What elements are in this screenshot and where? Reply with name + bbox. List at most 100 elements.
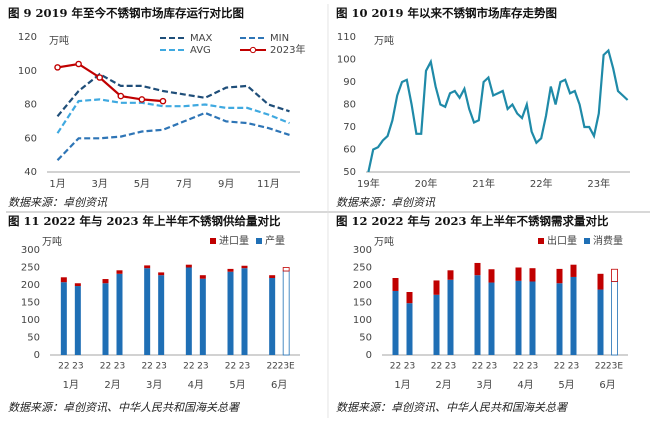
bar <box>556 283 563 355</box>
y-tick-label: 150 <box>21 298 40 309</box>
bar <box>227 268 234 272</box>
x-tick-label: 19年 <box>357 177 380 190</box>
series-line <box>56 98 290 134</box>
group-label: 6月 <box>599 379 615 391</box>
y-tick-label: 0 <box>34 350 40 361</box>
y-tick-label: 60 <box>24 133 37 144</box>
y-tick-label: 300 <box>353 245 372 256</box>
legend-label: 2023年 <box>270 43 305 56</box>
point <box>159 97 167 105</box>
bar <box>392 278 399 291</box>
legend-label: MAX <box>190 33 212 44</box>
series-line <box>56 111 290 161</box>
x-tick-label: 20年 <box>415 177 438 190</box>
chart-title: 图 9 2019 年至今不锈钢市场库存运行对比图 <box>8 6 244 20</box>
x-tick-label: 23 <box>486 362 497 372</box>
group-label: 3月 <box>146 379 162 391</box>
bar <box>433 294 440 355</box>
bar <box>185 264 192 268</box>
x-tick-label: 23E <box>278 362 295 372</box>
x-tick-label: 23 <box>445 362 456 372</box>
bar <box>282 267 290 272</box>
bar <box>597 273 604 290</box>
bar <box>556 268 563 284</box>
series-line <box>56 72 290 118</box>
x-tick-label: 22 <box>183 362 194 372</box>
x-tick-label: 23 <box>197 362 208 372</box>
x-tick-label: 23 <box>114 362 125 372</box>
source: 数据来源：卓创资讯 <box>336 196 436 209</box>
x-tick-label: 22 <box>266 362 277 372</box>
bar <box>116 273 123 355</box>
y-tick-label: 50 <box>343 167 356 178</box>
bar <box>474 262 481 276</box>
chart-title: 图 11 2022 年与 2023 年上半年不锈钢供给量对比 <box>8 214 281 228</box>
group-label: 4月 <box>517 379 533 391</box>
bar <box>611 281 618 356</box>
y-tick-label: 80 <box>24 100 37 111</box>
x-tick-label: 9月 <box>218 178 234 190</box>
y-tick-label: 110 <box>337 32 356 43</box>
legend-swatch <box>210 238 216 244</box>
y-tick-label: 70 <box>343 122 356 133</box>
point <box>117 92 125 100</box>
legend-label: MIN <box>270 33 289 44</box>
y-unit: 万吨 <box>49 34 69 47</box>
source: 数据来源：卓创资讯 <box>8 196 108 209</box>
x-tick-label: 23 <box>527 362 538 372</box>
bar <box>570 276 577 355</box>
y-tick-label: 100 <box>21 315 40 326</box>
bar <box>199 278 206 355</box>
group-label: 3月 <box>476 379 492 391</box>
y-tick-label: 120 <box>18 32 37 43</box>
y-tick-label: 60 <box>343 145 356 156</box>
group-label: 2月 <box>435 379 451 391</box>
bar <box>392 290 399 355</box>
bar <box>60 277 67 283</box>
bar <box>74 286 81 355</box>
y-tick-label: 250 <box>21 263 40 274</box>
y-tick-label: 100 <box>353 315 372 326</box>
bar <box>406 303 413 355</box>
x-tick-label: 3月 <box>92 178 108 190</box>
point <box>54 64 61 71</box>
legend-marker <box>249 46 257 54</box>
bar <box>116 270 123 274</box>
y-unit: 万吨 <box>42 235 62 248</box>
x-tick-label: 23年 <box>587 177 610 190</box>
legend-label: 产量 <box>265 234 285 247</box>
x-tick-label: 7月 <box>176 178 192 190</box>
bar <box>474 275 481 355</box>
y-tick-label: 50 <box>27 333 40 344</box>
x-tick-label: 22 <box>141 362 152 372</box>
point <box>138 96 146 103</box>
bar <box>611 268 618 282</box>
bar <box>406 292 413 304</box>
bar <box>529 268 536 282</box>
x-tick-label: 11月 <box>257 178 280 190</box>
x-tick-label: 22 <box>58 362 69 372</box>
bar <box>241 268 248 355</box>
y-unit: 万吨 <box>374 235 394 248</box>
source: 数据来源：卓创资讯、中华人民共和国海关总署 <box>8 401 241 414</box>
bar <box>269 278 276 355</box>
y-tick-label: 250 <box>353 263 372 274</box>
y-tick-label: 200 <box>353 280 372 291</box>
series-line <box>367 48 629 173</box>
group-label: 6月 <box>271 379 287 391</box>
point <box>96 74 104 81</box>
bar <box>144 268 151 355</box>
y-tick-label: 80 <box>343 100 356 111</box>
bar <box>529 281 536 355</box>
bar <box>269 275 276 278</box>
y-tick-label: 0 <box>366 350 372 361</box>
group-label: 1月 <box>394 379 410 391</box>
x-tick-label: 22年 <box>530 177 553 190</box>
bar <box>515 267 522 281</box>
bar <box>447 279 454 355</box>
x-tick-label: 23 <box>72 362 83 372</box>
group-label: 5月 <box>558 379 574 391</box>
legend-label: 出口量 <box>547 234 577 247</box>
legend-swatch <box>256 238 262 244</box>
bar <box>282 270 290 356</box>
